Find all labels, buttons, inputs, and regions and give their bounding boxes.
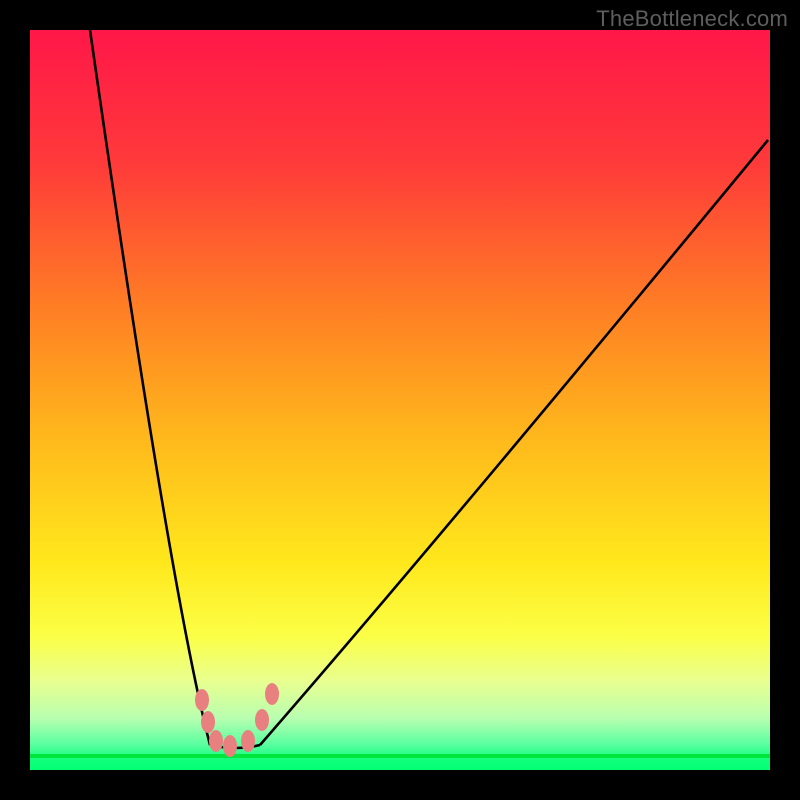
stage: TheBottleneck.com bbox=[0, 0, 800, 800]
bottleneck-marker bbox=[265, 683, 279, 705]
bottleneck-marker bbox=[201, 711, 215, 733]
bottleneck-curve-left bbox=[90, 30, 210, 745]
bottleneck-marker bbox=[255, 709, 269, 731]
bottleneck-marker bbox=[209, 730, 223, 752]
bottleneck-marker bbox=[195, 689, 209, 711]
plot-area bbox=[30, 30, 770, 770]
bottleneck-curve-right bbox=[260, 140, 768, 745]
chart-overlay bbox=[30, 30, 770, 770]
bottleneck-markers bbox=[195, 683, 279, 757]
watermark-text: TheBottleneck.com bbox=[596, 6, 788, 32]
bottleneck-marker bbox=[241, 730, 255, 752]
bottleneck-marker bbox=[223, 735, 237, 757]
